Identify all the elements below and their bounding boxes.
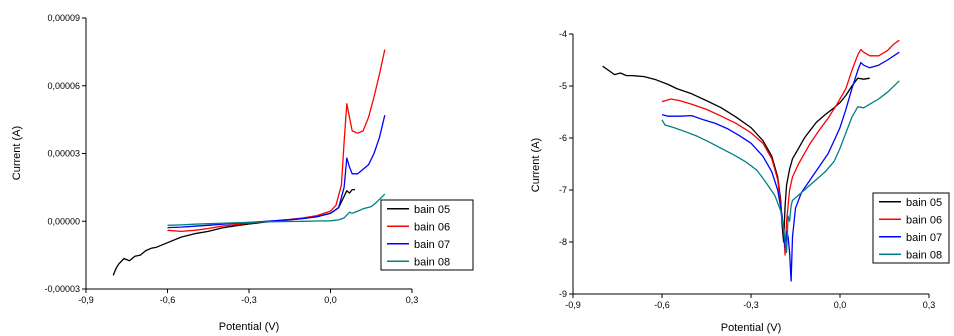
y-tick-label: -5 xyxy=(559,81,567,91)
x-axis-title: Potential (V) xyxy=(721,322,782,334)
series-line-bain-06 xyxy=(167,49,386,233)
x-tick-label: -0,3 xyxy=(743,300,759,310)
y-tick-label: -6 xyxy=(559,133,567,143)
series-lines xyxy=(602,39,900,282)
x-tick-label: -0,9 xyxy=(565,300,581,310)
y-axis-title: Current (A) xyxy=(530,138,542,192)
y-tick-label: -9 xyxy=(559,289,567,299)
legend-label: bain 08 xyxy=(414,256,450,268)
y-tick-label: 0,00000 xyxy=(47,216,80,226)
y-tick-label: -0,00003 xyxy=(44,284,80,294)
series-line-bain-07 xyxy=(661,51,900,282)
legend-label: bain 08 xyxy=(906,249,942,261)
tafel-chart: -0,9 -0,6 -0,3 0,0 0,3 -9 -8 -7 -6 -5 -4 Potentia… xyxy=(530,29,950,334)
y-axis-title: Current (A) xyxy=(11,126,23,180)
x-tick-label: -0,6 xyxy=(160,295,176,305)
x-axis-title: Potential (V) xyxy=(219,321,280,333)
series-line-bain-08 xyxy=(167,193,386,226)
series-line-bain-08 xyxy=(661,80,900,254)
plot-frame xyxy=(85,18,412,290)
legend-box xyxy=(380,199,474,271)
x-tick-label: 0,0 xyxy=(324,295,337,305)
legend-box xyxy=(872,192,950,264)
y-tick-labels: -9 -8 -7 -6 -5 -4 xyxy=(559,29,573,299)
y-tick-labels: -0,00003 0,00000 0,00003 0,00006 0,00009 xyxy=(44,13,86,294)
y-tick-label: -4 xyxy=(559,29,567,39)
series-line-bain-07 xyxy=(167,114,386,229)
legend: bain 05 bain 06 bain 07 bain 08 xyxy=(380,199,474,271)
legend-label: bain 06 xyxy=(906,214,942,226)
legend: bain 05 bain 06 bain 07 bain 08 xyxy=(872,192,950,264)
y-tick-label: -7 xyxy=(559,185,567,195)
series-line-bain-05 xyxy=(602,65,870,243)
x-tick-label: 0,0 xyxy=(834,300,847,310)
y-tick-label: 0,00009 xyxy=(47,13,80,23)
series-lines xyxy=(112,49,386,276)
linear-polarization-chart: -0,9 -0,6 -0,3 0,0 0,3 -0,00003 0,00000 0,0000… xyxy=(11,13,474,333)
x-tick-label: -0,3 xyxy=(241,295,257,305)
x-tick-labels: -0,9 -0,6 -0,3 0,0 0,3 xyxy=(78,289,418,305)
y-tick-label: 0,00006 xyxy=(47,81,80,91)
y-tick-label: -8 xyxy=(559,237,567,247)
x-tick-label: 0,3 xyxy=(406,295,419,305)
x-tick-labels: -0,9 -0,6 -0,3 0,0 0,3 xyxy=(565,294,935,310)
x-tick-label: -0,9 xyxy=(78,295,94,305)
legend-label: bain 05 xyxy=(414,204,450,216)
series-line-bain-05 xyxy=(112,188,355,276)
x-tick-label: 0,3 xyxy=(923,300,936,310)
x-tick-label: -0,6 xyxy=(654,300,670,310)
y-tick-label: 0,00003 xyxy=(47,149,80,159)
legend-label: bain 07 xyxy=(906,232,942,244)
legend-label: bain 05 xyxy=(906,197,942,209)
legend-label: bain 07 xyxy=(414,239,450,251)
legend-label: bain 06 xyxy=(414,221,450,233)
series-line-bain-06 xyxy=(661,39,900,256)
